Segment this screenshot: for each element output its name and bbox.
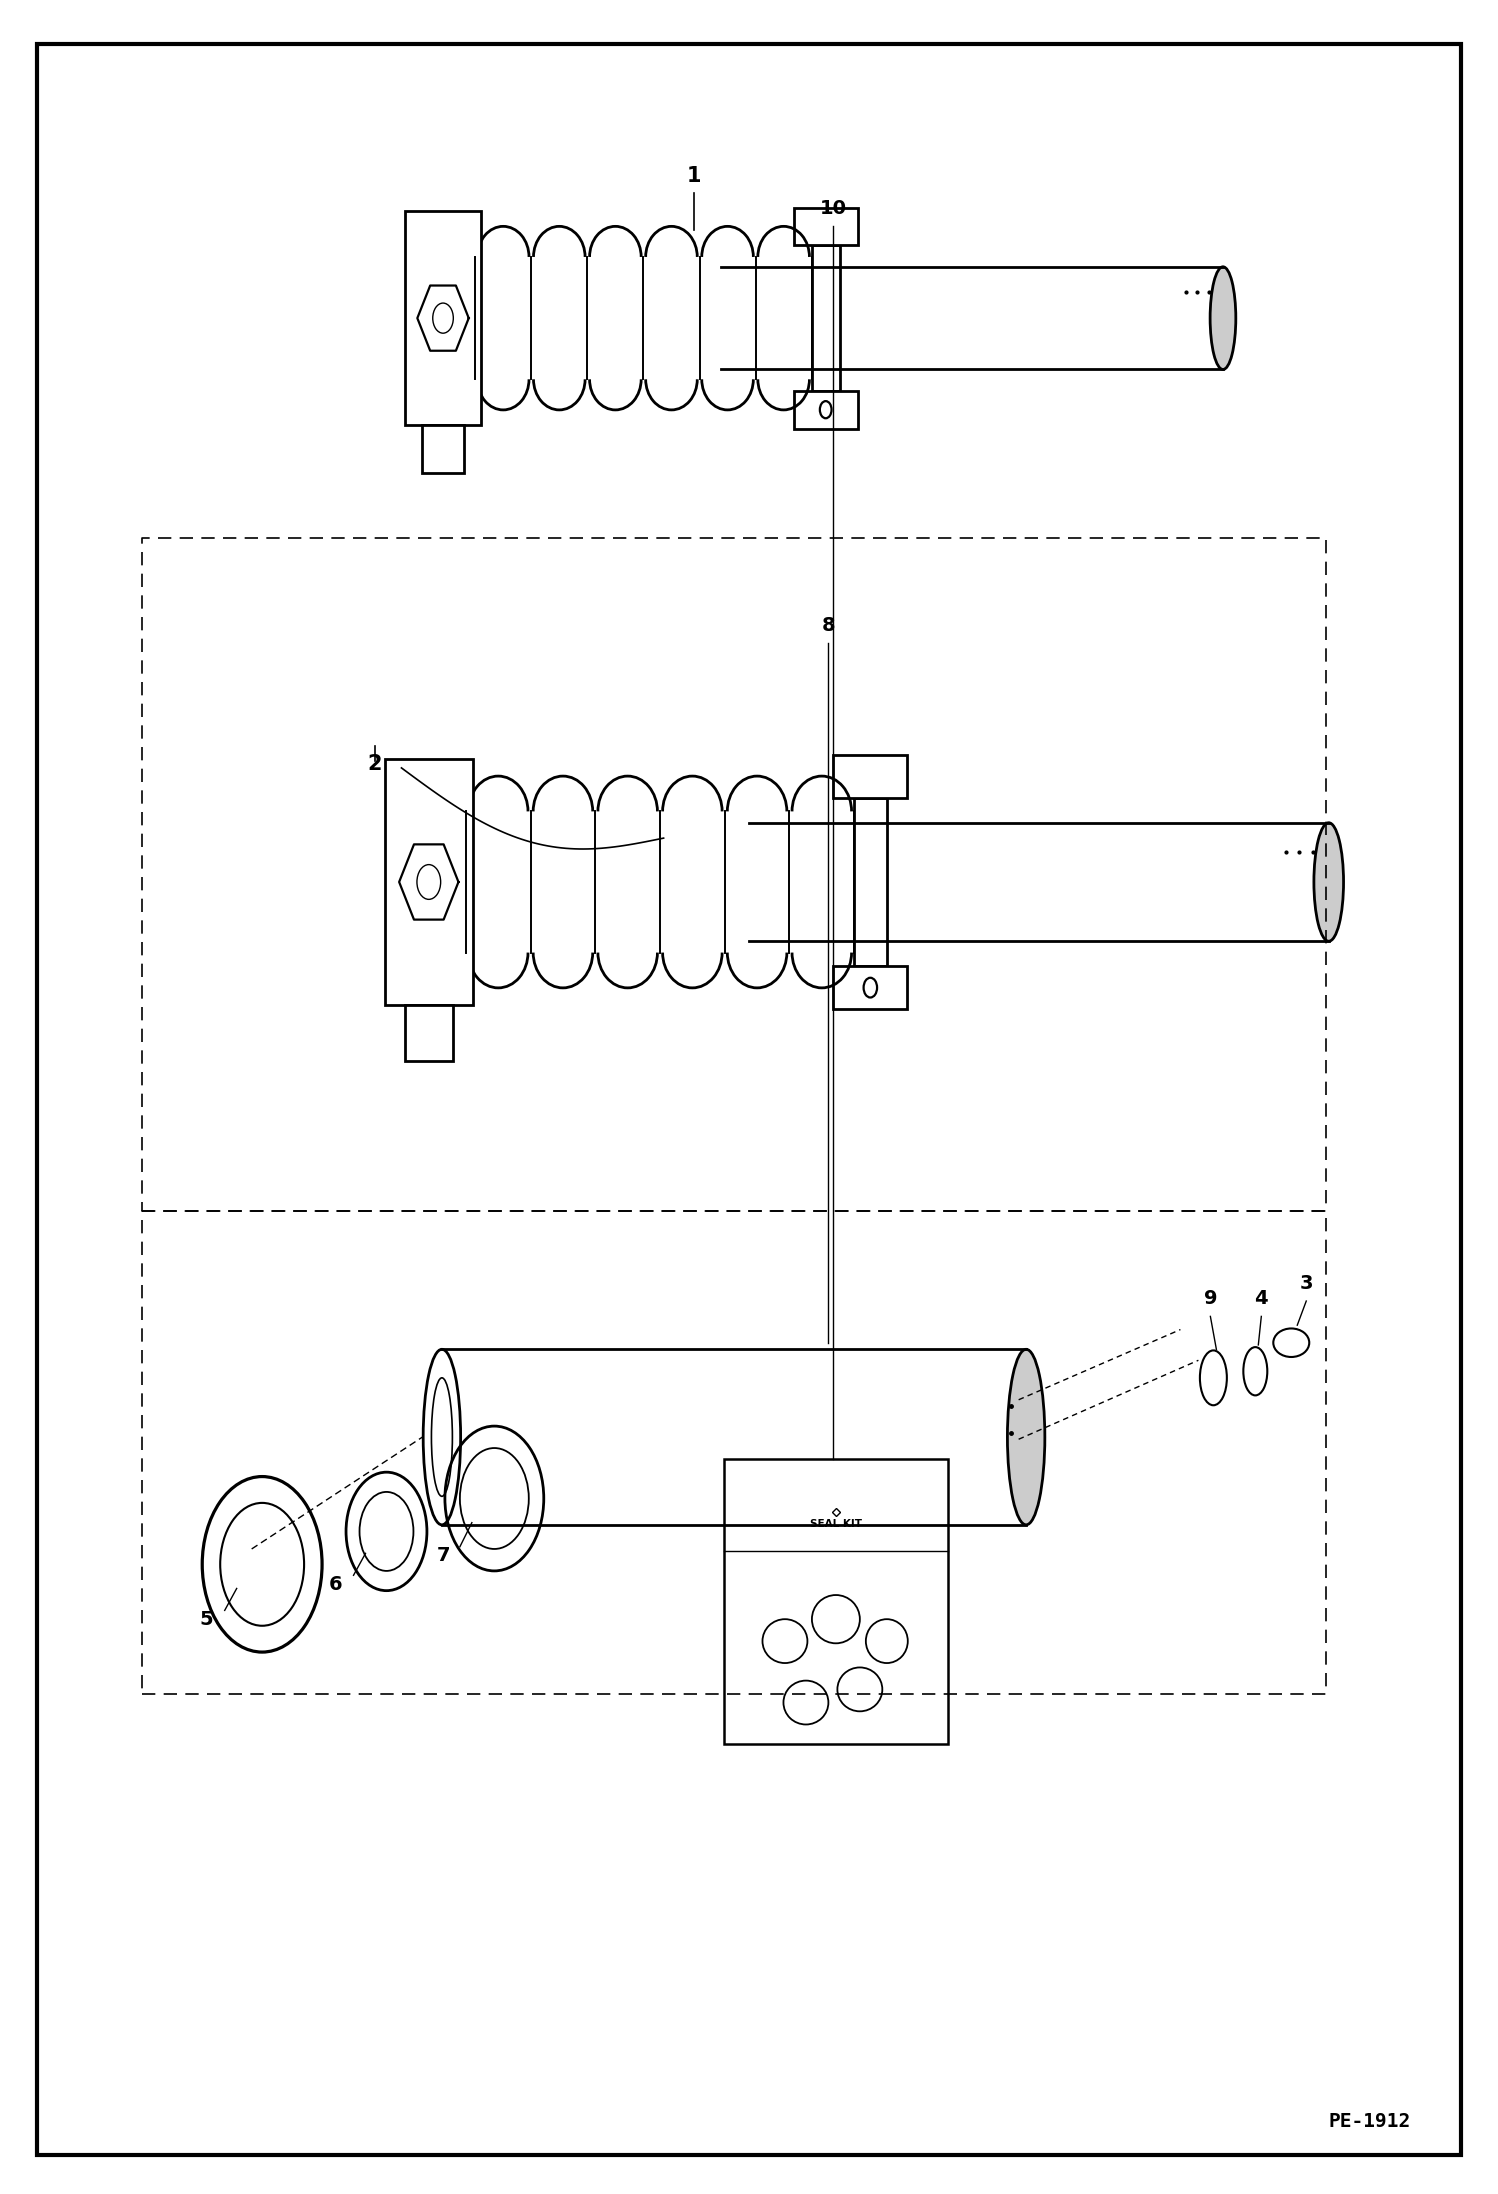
- Bar: [812, 246, 840, 391]
- Text: PE-1912: PE-1912: [1329, 2113, 1411, 2130]
- Bar: [794, 208, 858, 246]
- Bar: [422, 426, 464, 474]
- Bar: [385, 759, 472, 1005]
- Text: 7: 7: [436, 1547, 451, 1564]
- Text: SEAL KIT: SEAL KIT: [810, 1518, 861, 1529]
- Text: 1: 1: [686, 165, 701, 186]
- Text: 8: 8: [821, 617, 836, 634]
- Bar: [404, 211, 481, 426]
- Bar: [833, 755, 908, 799]
- Text: 5: 5: [199, 1610, 214, 1628]
- Ellipse shape: [1200, 1352, 1227, 1404]
- Ellipse shape: [1314, 823, 1344, 941]
- Bar: [833, 965, 908, 1009]
- Bar: [854, 799, 887, 965]
- Ellipse shape: [1007, 1349, 1046, 1525]
- Ellipse shape: [220, 1503, 304, 1626]
- Text: 10: 10: [819, 200, 846, 217]
- Ellipse shape: [1273, 1327, 1309, 1356]
- Bar: [724, 1459, 948, 1744]
- Ellipse shape: [360, 1492, 413, 1571]
- Bar: [404, 1005, 452, 1060]
- Text: 6: 6: [328, 1575, 343, 1593]
- Ellipse shape: [1210, 268, 1236, 369]
- Text: 3: 3: [1299, 1275, 1314, 1292]
- Text: 9: 9: [1203, 1290, 1218, 1308]
- Bar: [794, 391, 858, 428]
- Ellipse shape: [1243, 1347, 1267, 1395]
- Text: 2: 2: [367, 753, 382, 774]
- Ellipse shape: [460, 1448, 529, 1549]
- Text: 4: 4: [1254, 1290, 1269, 1308]
